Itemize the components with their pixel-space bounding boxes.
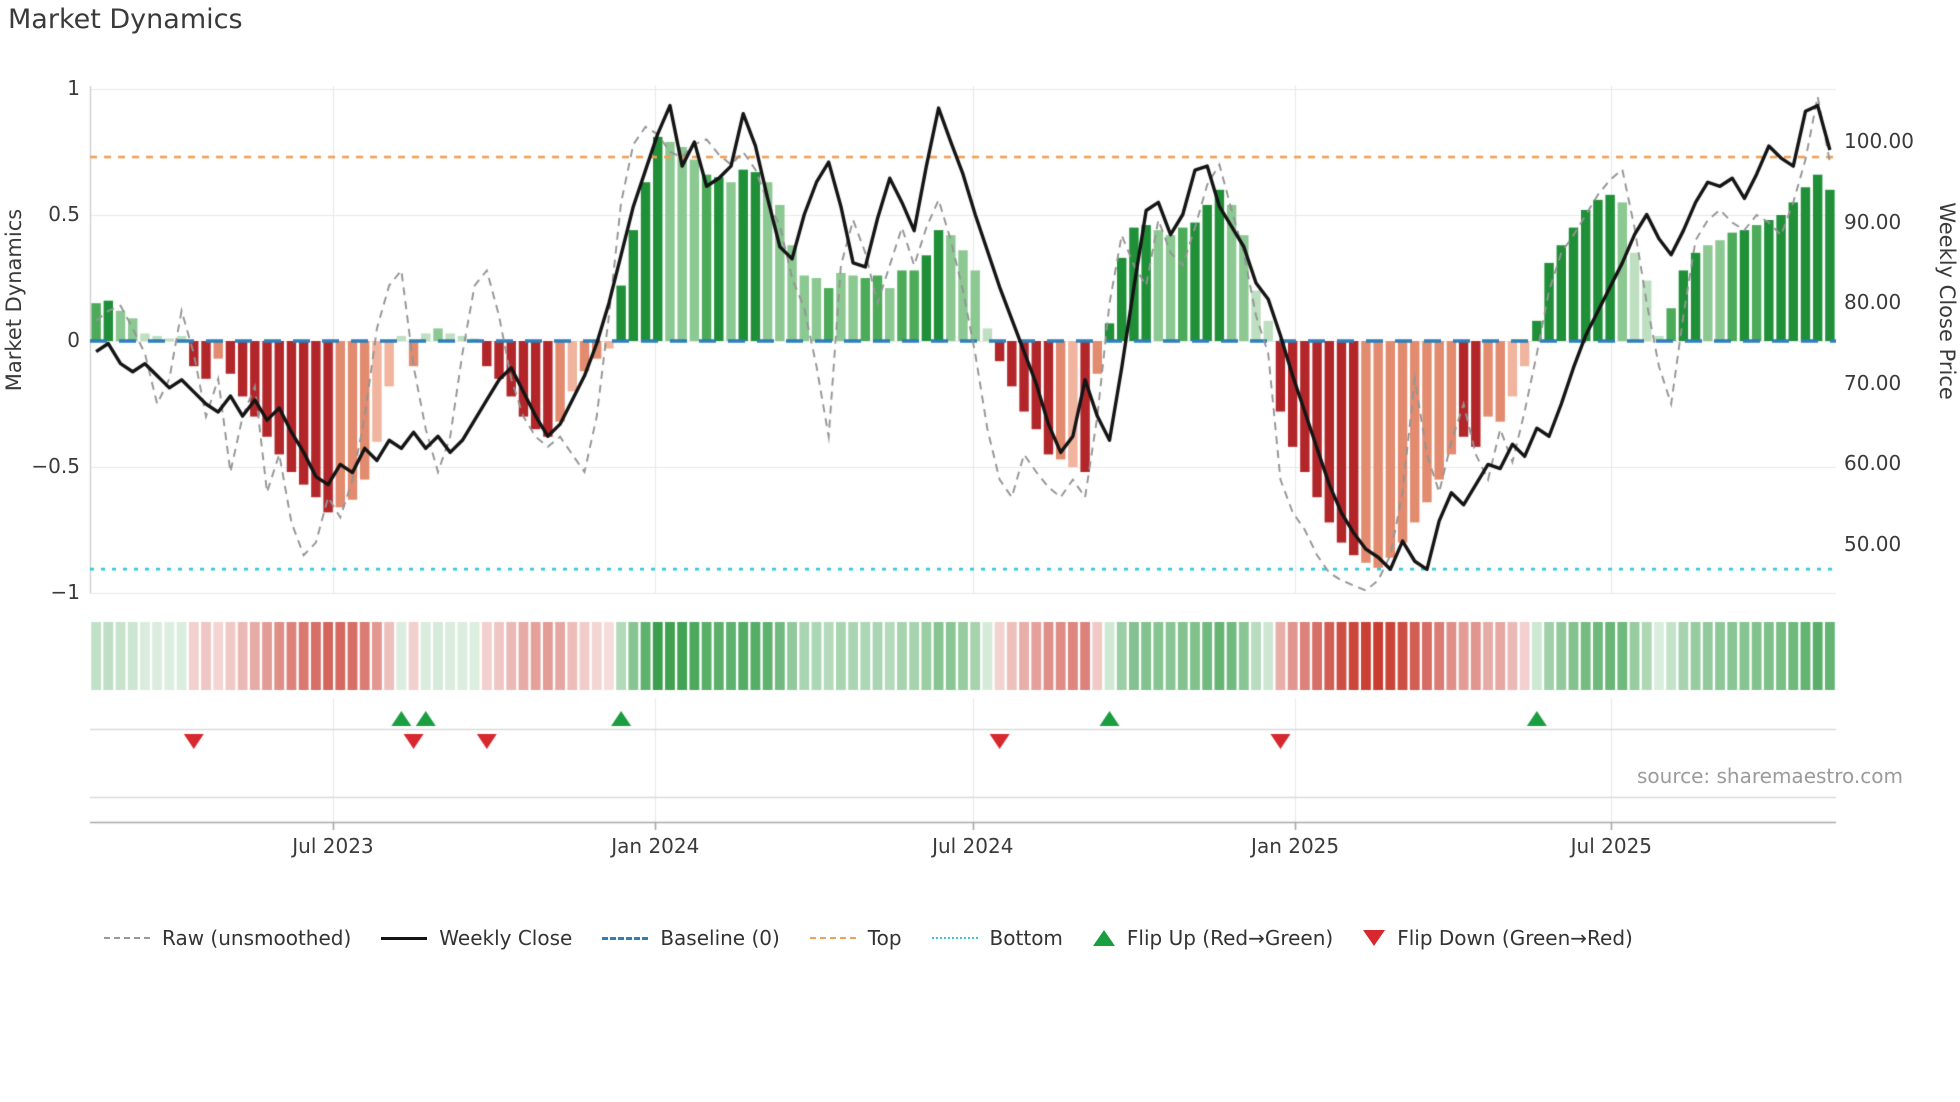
y-right-tick-label: 50.00: [1844, 532, 1902, 557]
y-left-tick-label: 1: [67, 76, 80, 100]
legend-label: Flip Up (Red→Green): [1126, 926, 1334, 950]
legend-label: Bottom: [989, 926, 1063, 950]
x-tick-label: Jan 2024: [611, 834, 700, 858]
legend-label: Raw (unsmoothed): [162, 926, 352, 950]
legend-item-base: Baseline (0): [602, 926, 780, 950]
legend-label: Top: [867, 926, 902, 950]
y-left-tick-label: 0: [67, 328, 80, 352]
y-left-tick-label: −0.5: [31, 454, 80, 478]
legend-item-top: Top: [809, 926, 902, 950]
y-right-tick-label: 80.00: [1844, 290, 1902, 315]
legend-label: Weekly Close: [439, 926, 573, 950]
flip-down-triangle-icon: [1363, 930, 1386, 946]
page-title: Market Dynamics: [8, 4, 243, 35]
x-tick-label: Jul 2025: [1570, 834, 1653, 858]
y-axis-right-title: Weekly Close Price: [1935, 202, 1959, 400]
bottom-line-sample: [931, 937, 978, 939]
source-note: source: sharemaestro.com: [1637, 764, 1903, 788]
legend-item-flip-up: Flip Up (Red→Green): [1092, 926, 1334, 950]
legend-item-flip-down: Flip Down (Green→Red): [1363, 926, 1633, 950]
legend-item-close: Weekly Close: [381, 926, 572, 950]
y-right-tick-label: 60.00: [1844, 451, 1902, 476]
x-tick-label: Jan 2025: [1251, 834, 1340, 858]
top-line-sample: [809, 937, 856, 939]
chart-legend: Raw (unsmoothed) Weekly Close Baseline (0)…: [104, 926, 1633, 950]
weekly-close-line-sample: [381, 936, 428, 940]
y-left-tick-label: 0.5: [48, 202, 80, 226]
legend-label: Baseline (0): [660, 926, 780, 950]
raw-line-sample: [104, 937, 150, 939]
legend-item-raw: Raw (unsmoothed): [104, 926, 351, 950]
baseline-sample: [602, 936, 649, 940]
y-right-tick-label: 70.00: [1844, 370, 1902, 395]
y-right-tick-label: 100.00: [1844, 128, 1914, 153]
flip-up-triangle-icon: [1092, 930, 1115, 946]
y-right-tick-label: 90.00: [1844, 209, 1902, 234]
legend-item-bottom: Bottom: [931, 926, 1063, 950]
legend-label: Flip Down (Green→Red): [1397, 926, 1633, 950]
x-tick-label: Jul 2024: [932, 834, 1014, 858]
x-tick-label: Jul 2023: [292, 834, 374, 858]
y-left-tick-label: −1: [50, 580, 80, 604]
